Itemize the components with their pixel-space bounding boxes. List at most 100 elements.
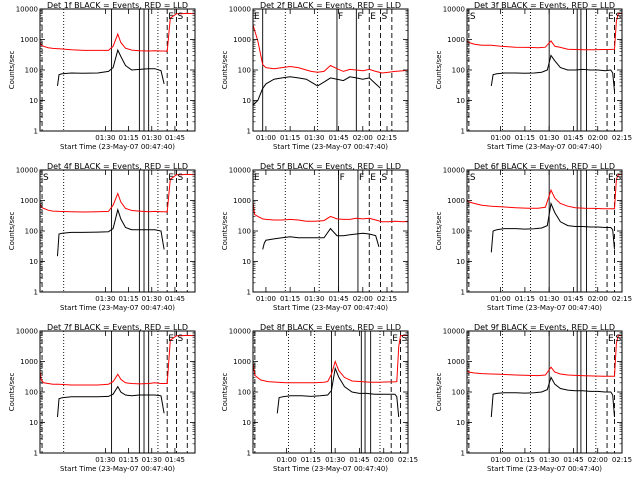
x-tick-label: 01:15	[118, 295, 138, 303]
y-tick-label: 10	[29, 419, 38, 427]
chart-title: Det 7f BLACK = Events, RED = LLD	[47, 323, 188, 332]
y-tick-label: 100	[25, 228, 38, 236]
y-tick-label: 10000	[443, 6, 465, 14]
chart-panel: Det 8f BLACK = Events, RED = LLD E S 1 10 100…	[221, 323, 418, 473]
x-tick-label: 01:30	[142, 295, 162, 303]
x-tick-label: 01:00	[491, 295, 511, 303]
y-tick-label: 10000	[16, 167, 38, 175]
y-tick-label: 100	[25, 389, 38, 397]
x-tick-label: 02:00	[353, 295, 373, 303]
plot-frame	[466, 169, 623, 293]
chart-panel: Det 7f BLACK = Events, RED = LLD E S 1 10 100…	[8, 323, 196, 473]
plot-frame	[252, 169, 409, 293]
time-marker-label: S	[382, 173, 388, 183]
x-axis-label: Start Time (23-May-07 00:47:40)	[487, 465, 602, 473]
y-tick-label: 1000	[233, 358, 251, 366]
x-tick-label: 01:30	[325, 456, 345, 464]
x-tick-label: 01:15	[280, 295, 300, 303]
x-tick-label: 02:00	[588, 134, 608, 142]
x-tick-label: 01:45	[563, 456, 583, 464]
y-axis-label: Counts/sec	[8, 212, 16, 251]
y-tick-label: 10	[29, 258, 38, 266]
x-tick-label: 01:15	[515, 134, 535, 142]
x-axis-label: Start Time (23-May-07 00:47:40)	[60, 465, 175, 473]
lld-series-line	[40, 173, 195, 213]
time-marker-label: E	[254, 12, 260, 22]
lld-series-line	[467, 334, 622, 377]
events-series-line	[57, 385, 165, 418]
y-tick-label: 1000	[447, 36, 465, 44]
events-series-line	[490, 376, 615, 418]
y-tick-label: 1000	[233, 36, 251, 44]
x-tick-label: 01:30	[539, 134, 559, 142]
x-tick-label: 01:00	[256, 134, 276, 142]
y-tick-label: 1	[461, 450, 465, 458]
y-tick-label: 1	[34, 289, 38, 297]
chart-title: Det 1f BLACK = Events, RED = LLD	[47, 1, 188, 10]
plot-frame	[466, 330, 623, 454]
x-tick-label: 02:15	[377, 295, 397, 303]
y-tick-label: 100	[452, 67, 465, 75]
x-tick-label: 02:15	[612, 295, 632, 303]
x-tick-label: 01:15	[118, 456, 138, 464]
chart-title: Det 3f BLACK = Events, RED = LLD	[474, 1, 615, 10]
time-marker-label: S	[616, 334, 622, 344]
y-tick-label: 1000	[20, 358, 38, 366]
y-axis-label: Counts/sec	[435, 373, 443, 412]
time-marker-label: E	[168, 173, 174, 183]
lld-series-line	[467, 12, 622, 51]
x-axis-label: Start Time (23-May-07 00:47:40)	[487, 304, 602, 312]
time-marker-label: S	[402, 334, 408, 344]
x-tick-label: 01:00	[277, 456, 297, 464]
x-tick-label: 02:15	[398, 456, 418, 464]
x-tick-label: 01:00	[491, 134, 511, 142]
y-tick-label: 10	[456, 419, 465, 427]
y-tick-label: 10000	[229, 167, 251, 175]
x-tick-label: 01:30	[539, 295, 559, 303]
lld-series-line	[40, 12, 195, 52]
y-tick-label: 100	[452, 228, 465, 236]
y-tick-label: 10000	[443, 167, 465, 175]
y-tick-label: 1	[34, 450, 38, 458]
y-tick-label: 100	[452, 389, 465, 397]
x-tick-label: 01:15	[515, 295, 535, 303]
y-tick-label: 100	[238, 389, 251, 397]
x-tick-label: 01:45	[563, 134, 583, 142]
x-tick-label: 02:00	[588, 456, 608, 464]
time-marker-label: F	[357, 12, 362, 22]
y-tick-label: 1000	[20, 197, 38, 205]
time-marker-label: E	[370, 173, 376, 183]
lld-series-line	[467, 173, 622, 210]
time-marker-label: S	[616, 173, 622, 183]
time-marker-label: S	[177, 173, 183, 183]
time-marker-label: E	[608, 12, 614, 22]
time-marker-label: F	[340, 173, 345, 183]
y-tick-label: 100	[25, 67, 38, 75]
x-tick-label: 02:15	[612, 134, 632, 142]
y-axis-label: Counts/sec	[8, 373, 16, 412]
lld-series-line	[253, 334, 408, 384]
time-marker-label: F	[359, 173, 364, 183]
lld-series-line	[253, 201, 408, 223]
time-marker-label: S	[470, 12, 476, 22]
y-tick-label: 10	[29, 97, 38, 105]
time-marker-label: S	[382, 12, 388, 22]
y-tick-label: 1	[461, 128, 465, 136]
y-tick-label: 100	[238, 67, 251, 75]
x-axis-label: Start Time (23-May-07 00:47:40)	[273, 465, 388, 473]
y-tick-label: 10000	[229, 6, 251, 14]
y-tick-label: 10	[456, 258, 465, 266]
y-axis-label: Counts/sec	[8, 51, 16, 90]
y-axis-label: Counts/sec	[435, 51, 443, 90]
time-marker-label: E	[168, 334, 174, 344]
x-tick-label: 01:45	[328, 295, 348, 303]
time-marker-label: E	[254, 173, 260, 183]
chart-title: Det 6f BLACK = Events, RED = LLD	[474, 162, 615, 171]
chart-title: Det 2f BLACK = Events, RED = LLD	[260, 1, 401, 10]
x-tick-label: 01:30	[95, 456, 115, 464]
x-tick-label: 01:45	[328, 134, 348, 142]
lld-series-line	[253, 24, 408, 74]
